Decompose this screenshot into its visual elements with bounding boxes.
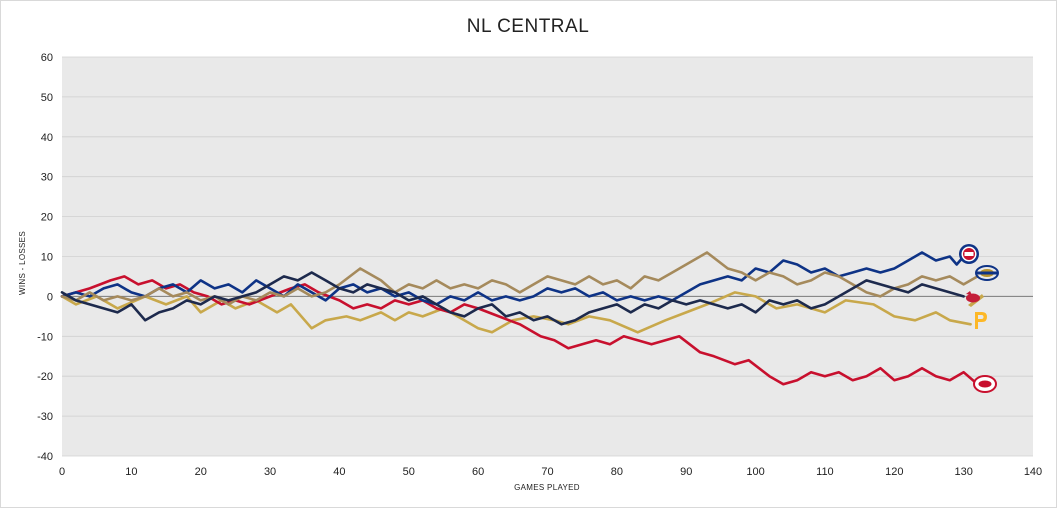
y-tick-label: 30 [41, 172, 53, 184]
x-tick-label: 80 [611, 466, 623, 478]
y-tick-label: -20 [37, 371, 53, 383]
series-lines [60, 251, 979, 386]
brewers-logo [975, 265, 999, 281]
x-axis-title: GAMES PLAYED [514, 483, 580, 492]
cardinals-logo [966, 291, 984, 307]
x-tick-label: 0 [59, 466, 65, 478]
x-tick-label: 100 [746, 466, 764, 478]
y-tick-label: -30 [37, 411, 53, 423]
team-logos [959, 244, 999, 393]
reds-logo [973, 375, 997, 393]
x-tick-label: 90 [680, 466, 692, 478]
y-tick-label: 40 [41, 132, 53, 144]
series-line-cardinals [60, 271, 965, 326]
x-tick-label: 30 [264, 466, 276, 478]
y-axis-title: WINS - LOSSES [18, 231, 27, 295]
y-tick-labels: 60 50 40 30 20 10 0 -10 -20 -30 -40 [37, 52, 53, 463]
x-tick-labels: 0 10 20 30 40 50 60 70 80 90 100 110 120 130 140 [59, 466, 1042, 478]
x-tick-label: 60 [472, 466, 484, 478]
y-tick-label: 50 [41, 92, 53, 104]
y-tick-label: -40 [37, 451, 53, 463]
x-tick-label: 120 [885, 466, 903, 478]
chart-title: NL CENTRAL [467, 16, 590, 37]
y-tick-label: 0 [47, 291, 53, 303]
y-tick-label: 10 [41, 252, 53, 264]
x-tick-label: 70 [541, 466, 553, 478]
gridlines [62, 56, 1033, 457]
y-tick-label: 60 [41, 52, 53, 64]
x-tick-label: 50 [403, 466, 415, 478]
x-tick-label: 140 [1024, 466, 1042, 478]
y-tick-label: -10 [37, 331, 53, 343]
x-tick-label: 110 [816, 466, 834, 478]
x-tick-label: 20 [195, 466, 207, 478]
y-tick-label: 20 [41, 212, 53, 224]
cubs-logo [959, 244, 979, 264]
pirates-logo [975, 312, 987, 329]
x-tick-label: 10 [125, 466, 137, 478]
x-tick-label: 40 [333, 466, 345, 478]
series-line-cubs [60, 251, 965, 306]
x-tick-label: 130 [954, 466, 972, 478]
